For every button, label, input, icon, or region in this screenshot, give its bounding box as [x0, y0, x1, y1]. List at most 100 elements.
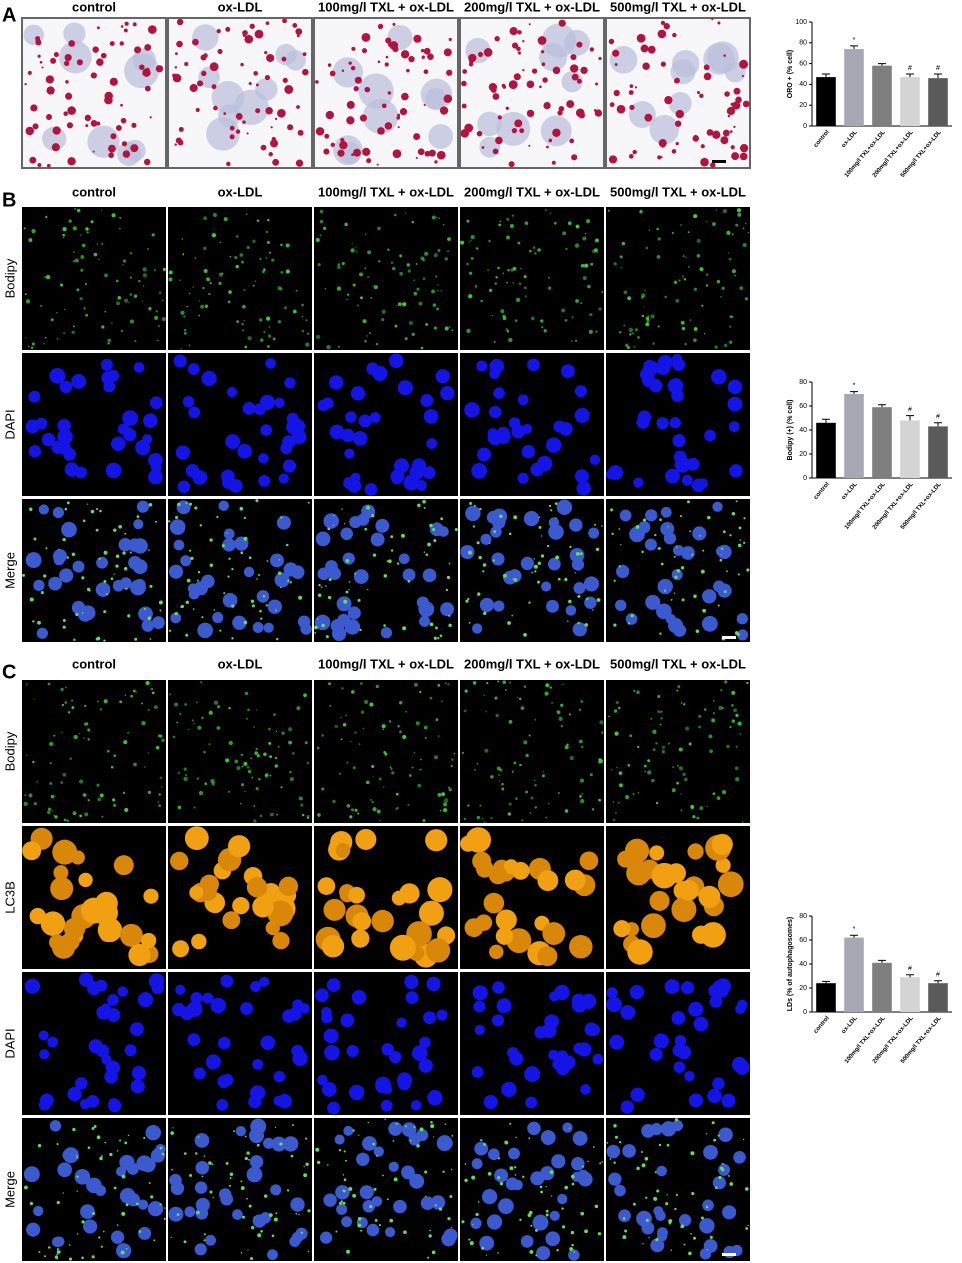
dot [506, 235, 510, 240]
nucleus [362, 1199, 376, 1213]
x-tick-label: ox-LDL [841, 481, 859, 501]
micrograph [168, 207, 312, 350]
lipid [25, 126, 34, 136]
dot [395, 1122, 398, 1126]
dot [343, 599, 348, 604]
lipid [329, 70, 336, 77]
dot [581, 745, 584, 749]
cell [124, 53, 159, 89]
dot [120, 329, 124, 333]
dot [641, 550, 644, 554]
dot [93, 1125, 97, 1128]
lipid [427, 53, 434, 60]
nucleus [657, 578, 673, 595]
dot [737, 543, 742, 548]
dot [448, 788, 452, 792]
dot [143, 1136, 146, 1139]
lipid [733, 87, 741, 95]
nucleus [324, 1044, 340, 1061]
dot [399, 271, 404, 276]
dot [110, 765, 114, 769]
nucleus [36, 627, 48, 639]
nucleus [344, 619, 361, 635]
column-header: 100mg/l TXL + ox-LDL [318, 656, 454, 671]
dot [699, 806, 704, 811]
nucleus [110, 1230, 125, 1244]
dot [573, 1251, 576, 1254]
dot [680, 793, 682, 795]
dot [240, 1252, 243, 1254]
cell [569, 934, 593, 959]
row-label: DAPI [2, 1028, 17, 1058]
dot [506, 281, 508, 284]
dot [253, 1216, 255, 1218]
dot [714, 345, 718, 349]
dot [143, 608, 147, 611]
dot [641, 314, 645, 318]
cell [651, 862, 678, 889]
dot [746, 568, 750, 572]
lipid [265, 21, 270, 25]
dot [547, 276, 550, 279]
cell [609, 45, 638, 74]
dot [436, 307, 439, 311]
dot [64, 507, 68, 511]
dot [675, 546, 678, 548]
lipid [511, 127, 518, 134]
dot [279, 1142, 283, 1146]
nucleus [426, 438, 438, 449]
dot [402, 734, 407, 740]
nucleus [436, 1009, 448, 1021]
dot [678, 747, 683, 752]
dot [242, 304, 246, 309]
lipid [660, 61, 666, 67]
dot [291, 752, 295, 755]
dot [432, 528, 436, 532]
lipid [39, 60, 43, 64]
nucleus [615, 599, 627, 612]
micrograph [460, 499, 604, 642]
bar [816, 77, 836, 126]
lipid [37, 54, 41, 58]
lipid [131, 122, 137, 128]
dot [614, 731, 619, 736]
dot [612, 818, 616, 822]
dot [244, 1156, 248, 1161]
nucleus [270, 553, 284, 568]
dot [229, 1177, 232, 1179]
dot [109, 1152, 113, 1157]
dot [33, 537, 37, 541]
nucleus [592, 1053, 604, 1065]
dot [564, 745, 569, 750]
dot [718, 1175, 722, 1180]
lipid [295, 28, 303, 35]
nucleus [633, 477, 644, 488]
micrograph [22, 826, 166, 969]
cell [537, 946, 558, 967]
lipid [346, 100, 355, 109]
dot [737, 573, 740, 576]
dot [637, 791, 640, 794]
nucleus [132, 559, 148, 575]
dot [447, 250, 450, 253]
dot [345, 558, 350, 563]
dot [84, 812, 89, 817]
lipid [292, 23, 298, 28]
nucleus [258, 453, 269, 464]
nucleus [111, 436, 126, 452]
dot [444, 326, 449, 331]
dot [124, 1141, 128, 1145]
dot [495, 276, 498, 279]
micrograph [167, 17, 313, 169]
nucleus [483, 1094, 498, 1110]
dot [374, 1218, 378, 1222]
bar [816, 983, 836, 1012]
lipid [176, 40, 183, 48]
nucleus [523, 510, 540, 527]
dot [506, 217, 510, 221]
dot [747, 231, 749, 234]
dot [512, 578, 515, 580]
dot [564, 1185, 568, 1190]
nucleus [124, 1044, 137, 1057]
dot [372, 1142, 376, 1146]
